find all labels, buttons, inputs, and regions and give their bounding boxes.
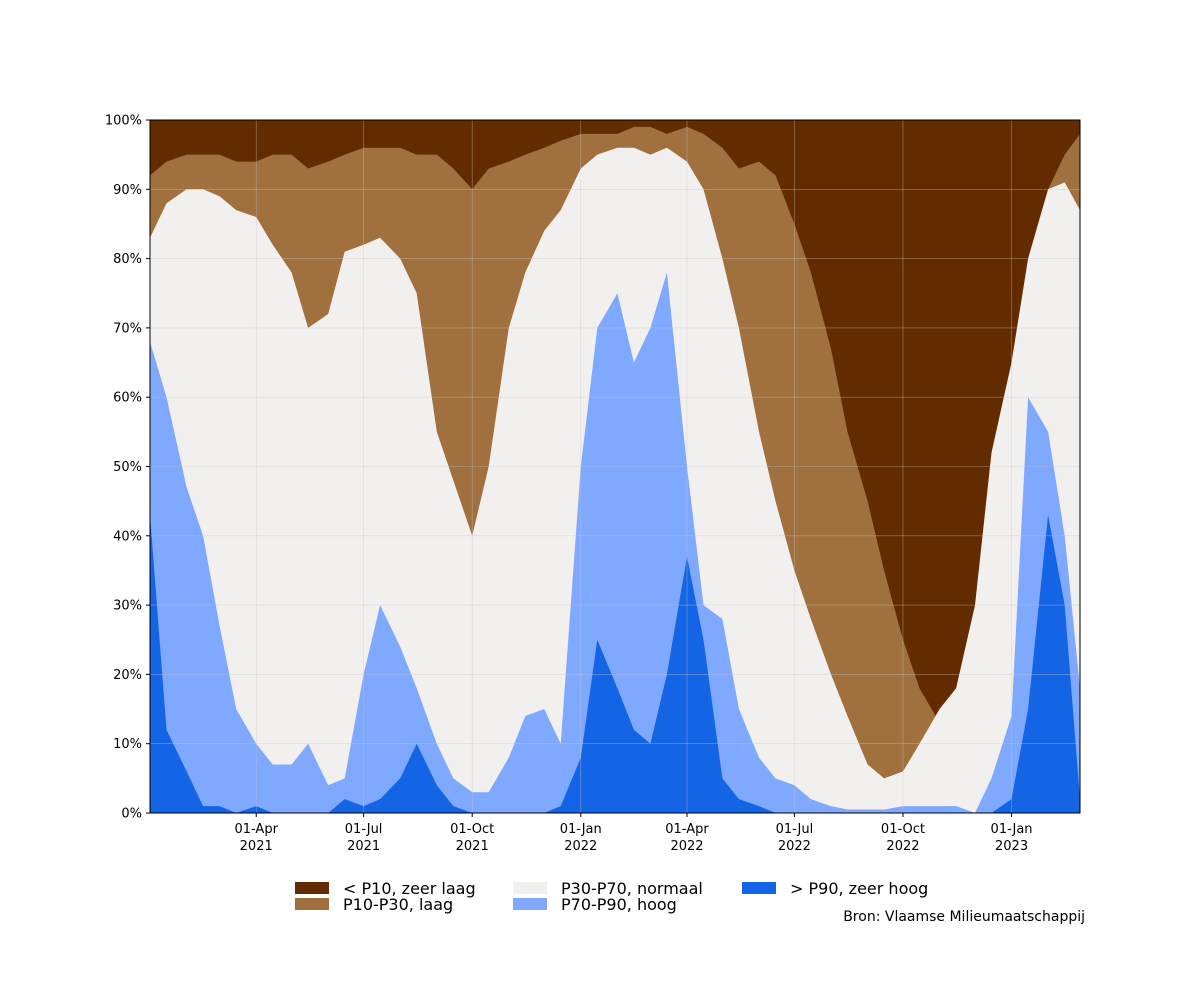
legend-swatch-zeer-laag [295, 882, 329, 894]
x-tick-label-year: 2022 [778, 839, 811, 854]
x-tick-label-year: 2021 [347, 839, 380, 854]
y-tick-label: 40% [113, 529, 142, 544]
x-tick-label-month: 01-Apr [665, 822, 709, 837]
legend-item-laag: P10-P30, laag [295, 894, 454, 914]
stacked-area-chart: 0% 10% 20% 30% 40% 50% 60% 70% 80% 90% 100% 01-Apr… [105, 114, 1081, 854]
y-tick-label: 20% [113, 668, 142, 683]
legend-swatch-laag [295, 898, 329, 910]
legend-swatch-hoog [513, 898, 547, 910]
x-tick-label-year: 2022 [564, 839, 597, 854]
x-axis: 01-Apr 2021 01-Jul 2021 01-Oct 2021 01-Jan 2022… [234, 813, 1033, 854]
legend-label-hoog: P70-P90, hoog [561, 894, 677, 914]
x-tick-label-month: 01-Jan [991, 822, 1033, 837]
legend-item-normaal: P30-P70, normaal [513, 878, 703, 898]
legend-label-zeer-laag: < P10, zeer laag [343, 878, 476, 898]
source-credit: Bron: Vlaamse Milieumaatschappij [843, 909, 1085, 925]
area-p70-p90-hoog [150, 272, 1080, 813]
x-tick-label-year: 2022 [670, 839, 703, 854]
x-tick-label-year: 2021 [240, 839, 273, 854]
x-tick-label-year: 2021 [456, 839, 489, 854]
legend-swatch-normaal [513, 882, 547, 894]
y-tick-label: 100% [105, 114, 142, 129]
legend-item-zeer-hoog: > P90, zeer hoog [742, 878, 929, 898]
y-tick-label: 70% [113, 321, 142, 336]
x-tick-label-month: 01-Oct [881, 822, 925, 837]
x-tick-label-year: 2023 [995, 839, 1028, 854]
x-tick-label-month: 01-Oct [450, 822, 494, 837]
y-tick-label: 60% [113, 391, 142, 406]
y-axis: 0% 10% 20% 30% 40% 50% 60% 70% 80% 90% 100% [105, 114, 150, 822]
area-p90-zeer-hoog [150, 515, 1080, 813]
area-series-group [150, 120, 1080, 813]
legend-label-zeer-hoog: > P90, zeer hoog [790, 878, 929, 898]
x-tick-label-year: 2022 [886, 839, 919, 854]
y-tick-label: 0% [121, 807, 142, 822]
x-tick-label-month: 01-Jul [345, 822, 383, 837]
legend-item-zeer-laag: < P10, zeer laag [295, 878, 476, 898]
y-tick-label: 30% [113, 599, 142, 614]
y-tick-label: 90% [113, 183, 142, 198]
legend-label-laag: P10-P30, laag [343, 894, 454, 914]
y-tick-label: 50% [113, 460, 142, 475]
x-tick-label-month: 01-Jan [560, 822, 602, 837]
y-tick-label: 80% [113, 252, 142, 267]
legend-label-normaal: P30-P70, normaal [561, 878, 703, 898]
legend-swatch-zeer-hoog [742, 882, 776, 894]
y-tick-label: 10% [113, 737, 142, 752]
x-tick-label-month: 01-Apr [234, 822, 278, 837]
legend-item-hoog: P70-P90, hoog [513, 894, 677, 914]
x-tick-label-month: 01-Jul [776, 822, 814, 837]
